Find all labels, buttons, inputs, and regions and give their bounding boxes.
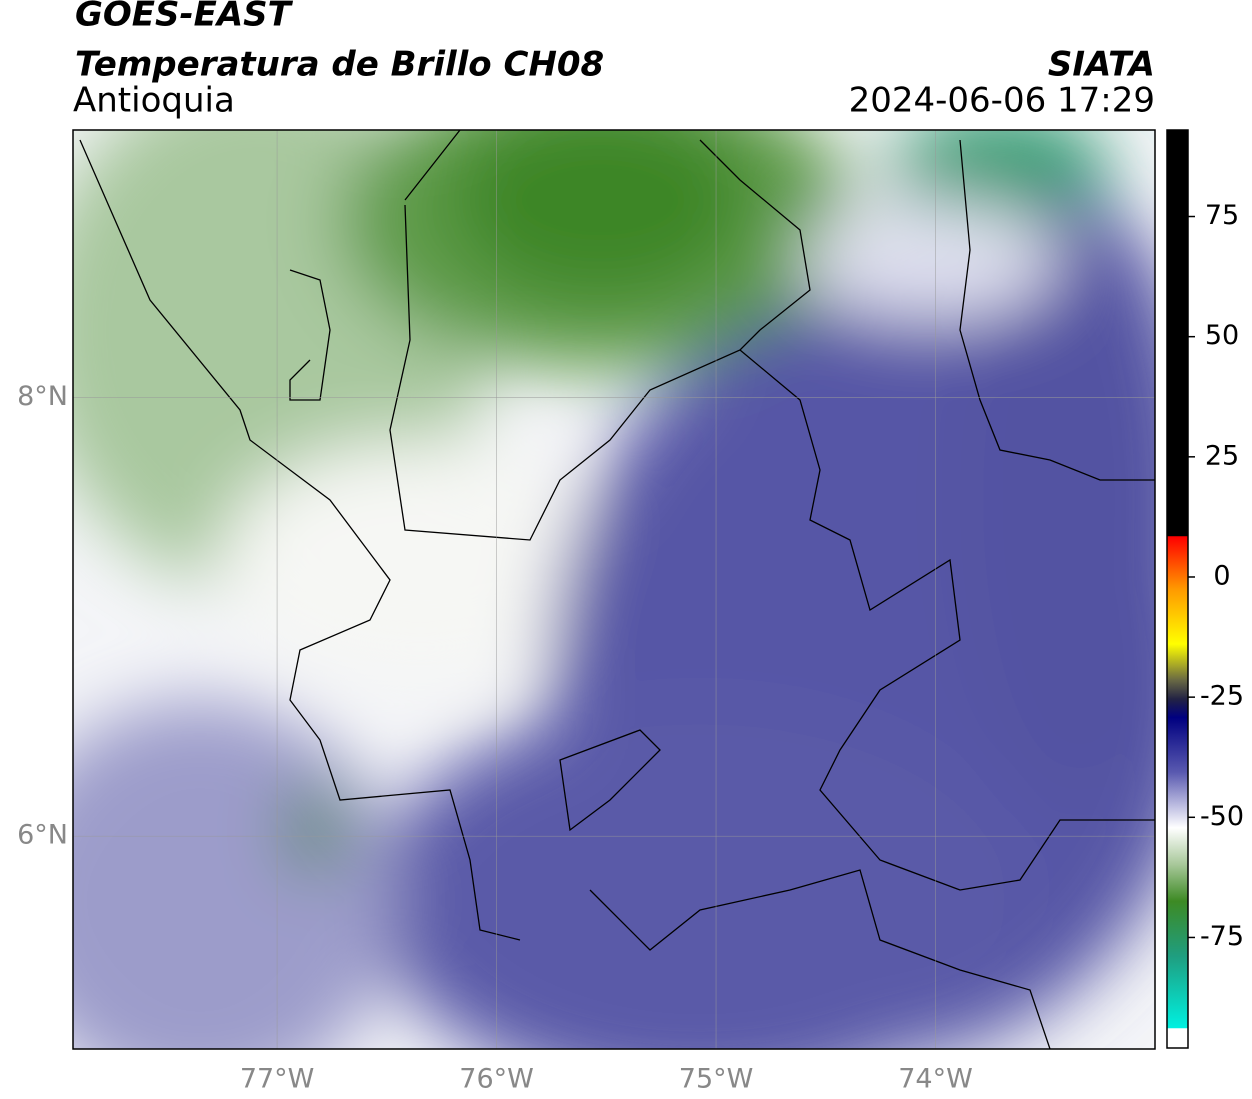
colorbar-tick-label: 75 [1205,200,1239,231]
x-tick-label: 77°W [240,1064,315,1095]
x-tick-label: 75°W [679,1064,754,1095]
colorbar-tick-label: 25 [1205,440,1239,471]
title: GOES-EAST [75,0,294,35]
region: Antioquia [73,81,235,121]
source: SIATA [1048,45,1155,85]
y-tick-label: 8°N [17,381,68,412]
y-tick-label: 6°N [17,820,68,851]
map-field [73,130,1155,1049]
x-tick-label: 76°W [459,1064,534,1095]
colorbar-tick-label: -50 [1200,801,1244,832]
colorbar-tick-label: 0 [1213,560,1230,591]
x-tick-label: 74°W [898,1064,973,1095]
grid [73,130,1155,1049]
datetime: 2024-06-06 17:29 [849,81,1155,121]
colorbar-tick-label: -25 [1200,681,1244,712]
colorbar-tick-label: -75 [1200,921,1244,952]
colorbar [1166,129,1189,1049]
map-frame [72,129,1156,1050]
colorbar-tick-label: 50 [1205,320,1239,351]
subtitle: Temperatura de Brillo CH08 [75,45,604,85]
